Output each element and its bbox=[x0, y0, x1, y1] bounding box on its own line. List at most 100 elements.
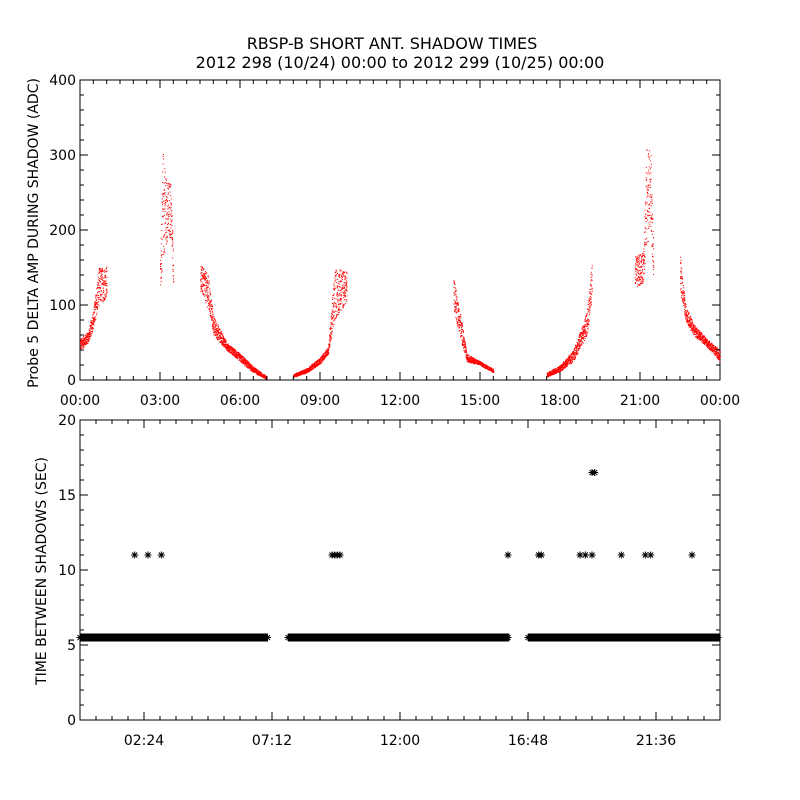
top-data-point bbox=[588, 310, 590, 312]
top-data-point bbox=[244, 364, 246, 366]
top-data-point bbox=[704, 342, 706, 344]
top-data-point bbox=[570, 360, 571, 362]
top-data-point bbox=[212, 322, 214, 324]
top-data-point bbox=[203, 283, 205, 285]
top-data-point bbox=[553, 373, 555, 375]
top-data-point bbox=[223, 338, 225, 340]
top-data-point bbox=[92, 314, 94, 316]
top-data-point bbox=[461, 328, 463, 330]
top-data-point bbox=[639, 272, 641, 274]
top-data-point bbox=[312, 366, 314, 368]
top-data-point bbox=[686, 318, 688, 320]
top-data-point bbox=[337, 279, 339, 280]
top-data-point bbox=[577, 348, 579, 350]
top-data-point bbox=[580, 341, 582, 343]
top-data-point bbox=[650, 216, 652, 218]
top-data-point bbox=[642, 253, 643, 255]
top-data-point bbox=[86, 332, 88, 334]
top-data-point bbox=[333, 294, 334, 296]
top-data-point bbox=[209, 304, 211, 305]
top-data-point bbox=[100, 293, 102, 295]
top-data-point bbox=[556, 371, 557, 373]
top-data-point bbox=[161, 263, 163, 264]
top-data-point bbox=[588, 324, 590, 326]
top-data-point bbox=[573, 355, 575, 357]
top-data-point bbox=[651, 213, 653, 215]
top-data-point bbox=[650, 225, 652, 227]
top-data-point bbox=[318, 363, 320, 365]
top-data-point bbox=[104, 282, 106, 284]
top-data-point bbox=[717, 357, 719, 359]
top-data-point bbox=[207, 291, 209, 293]
top-data-point bbox=[89, 338, 91, 340]
top-data-point bbox=[220, 341, 221, 343]
top-data-point bbox=[162, 216, 164, 218]
top-data-point bbox=[220, 342, 222, 344]
top-data-point bbox=[170, 207, 172, 209]
top-data-point bbox=[166, 201, 168, 202]
top-data-point bbox=[703, 336, 705, 338]
top-data-point bbox=[719, 355, 721, 357]
top-data-point bbox=[459, 322, 461, 324]
top-data-point bbox=[170, 219, 172, 221]
top-data-point bbox=[247, 366, 249, 368]
top-data-point bbox=[589, 293, 591, 295]
top-data-point bbox=[636, 260, 637, 262]
top-data-point bbox=[685, 310, 686, 311]
top-data-point bbox=[455, 305, 457, 307]
top-data-point bbox=[460, 331, 462, 333]
top-data-point bbox=[345, 284, 347, 286]
top-data-point bbox=[331, 328, 333, 330]
top-data-point bbox=[333, 315, 335, 317]
top-data-point bbox=[104, 284, 105, 286]
top-data-point bbox=[164, 214, 165, 216]
top-data-point bbox=[557, 368, 559, 370]
top-data-point bbox=[342, 304, 344, 306]
top-data-point bbox=[581, 340, 583, 342]
top-data-point bbox=[716, 347, 718, 349]
top-data-point bbox=[336, 286, 338, 288]
top-data-point bbox=[343, 303, 345, 305]
top-data-point bbox=[343, 288, 345, 289]
top-data-point bbox=[560, 366, 562, 368]
top-data-point bbox=[707, 341, 709, 343]
top-data-point bbox=[652, 244, 654, 246]
top-data-point bbox=[635, 282, 637, 284]
top-data-point bbox=[161, 253, 163, 255]
top-data-point bbox=[475, 361, 477, 363]
top-data-point bbox=[170, 227, 172, 229]
top-data-point bbox=[163, 254, 164, 255]
top-data-point bbox=[258, 370, 260, 372]
top-data-point bbox=[202, 290, 204, 292]
top-data-point bbox=[332, 305, 334, 307]
top-data-point bbox=[652, 264, 654, 266]
top-data-point bbox=[458, 320, 460, 322]
top-data-point bbox=[461, 323, 463, 325]
top-data-point bbox=[201, 273, 203, 275]
top-data-point bbox=[585, 323, 587, 325]
top-data-point bbox=[641, 257, 643, 259]
top-data-point bbox=[163, 209, 165, 210]
top-data-point bbox=[93, 307, 95, 309]
top-data-point bbox=[87, 342, 89, 344]
top-data-point bbox=[580, 340, 582, 342]
top-data-point bbox=[335, 317, 337, 319]
top-data-point bbox=[208, 305, 210, 306]
top-data-point bbox=[169, 230, 171, 232]
top-data-point bbox=[640, 265, 642, 267]
top-data-point bbox=[706, 342, 708, 344]
top-data-point bbox=[584, 326, 585, 328]
top-data-point bbox=[683, 290, 685, 292]
top-data-point bbox=[208, 301, 210, 303]
top-data-point bbox=[336, 282, 338, 284]
top-data-point bbox=[211, 323, 213, 325]
top-data-point bbox=[334, 277, 336, 279]
top-data-point bbox=[648, 184, 649, 186]
top-data-point bbox=[82, 336, 84, 338]
top-data-point bbox=[637, 257, 638, 259]
top-data-point bbox=[306, 372, 308, 374]
top-data-point bbox=[214, 320, 216, 322]
top-data-point bbox=[549, 374, 551, 376]
top-data-point bbox=[102, 291, 104, 293]
top-data-point bbox=[255, 370, 257, 371]
